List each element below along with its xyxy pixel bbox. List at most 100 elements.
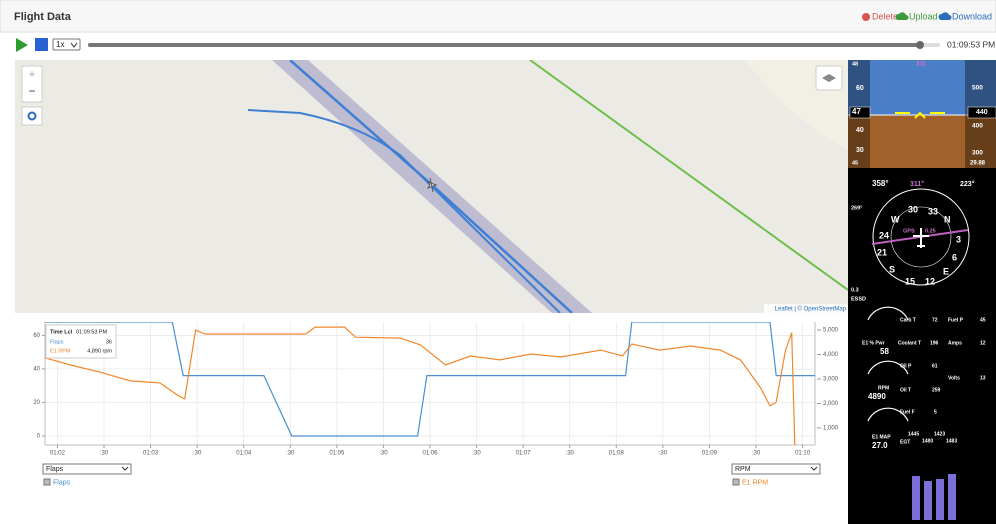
x-tick-label: :30 [379,451,388,457]
instrument-readout: E1 MAP [872,434,891,440]
playback-time: 01:09:53 PM [947,39,995,49]
instrument-readout: N [944,214,951,224]
x-tick-label: :30 [752,451,761,457]
instrument-readout: Oil P [900,363,912,369]
instrument-readout: 48 [852,61,858,67]
instrument-readout: 3 [956,234,961,244]
upload-button[interactable]: Upload [909,11,938,21]
instrument-readout: Fuel F [900,409,915,415]
instrument-readout: 4890 [868,392,886,401]
instrument-readout: GPS [903,228,915,234]
instrument-readout: 1480 [922,438,933,444]
instrument-readout: Oil T [900,387,911,393]
instrument-readout: W [891,214,900,224]
instrument-readout: 30 [908,204,918,214]
egt-bar [912,476,920,520]
tooltip-label: Time Lcl [50,329,73,335]
instrument-readout: 358° [872,179,889,188]
x-tick-label: :30 [566,451,575,457]
instrument-readout: 72 [932,317,938,323]
zoom-in[interactable]: + [28,67,35,81]
x-tick-label: :30 [286,451,295,457]
right-select-value: RPM [735,466,751,473]
y-tick-label: 20 [33,400,40,406]
y2-tick-label: 2,000 [823,401,839,407]
instrument-readout: 196 [930,340,939,346]
instrument-readout: 58 [880,347,889,356]
x-tick-label: :30 [193,451,202,457]
play-button[interactable] [16,38,28,52]
instrument-readout: 0.3 [851,287,859,293]
egt-bar [936,479,944,520]
instrument-readout: ESSD [851,296,866,302]
instrument-readout: E1 % Pwr [862,340,885,346]
stop-button[interactable] [35,38,48,51]
page: Flight Data Delete Upload Download 1x 01… [0,0,996,524]
instrument-readout: 45 [852,160,858,166]
y2-tick-label: 4,000 [823,352,839,358]
tooltip-time: 01:09:53 PM [76,329,108,335]
slider-knob[interactable] [916,41,924,49]
chart-panel [15,314,848,524]
instrument-readout: 500 [972,85,983,92]
x-tick-label: 01:06 [422,451,438,457]
instrument-readout: 6 [952,252,957,262]
y-tick-label: 40 [33,366,40,372]
instrument-readout: 24 [879,230,889,240]
zoom-out[interactable]: − [28,84,35,98]
x-tick-label: 01:02 [50,451,66,457]
x-tick-label: 01:07 [516,451,532,457]
tooltip-value: 4,890 rpm [87,348,112,354]
x-tick-label: 01:10 [795,451,811,457]
instrument-readout: 1483 [946,438,957,444]
series-checkbox[interactable] [733,479,739,485]
instrument-readout: Fuel P [948,317,964,323]
delete-button[interactable]: Delete [872,11,898,21]
instrument-readout: 1445 [908,431,919,437]
egt-bar [924,481,932,520]
map: + − Leaflet | © OpenStreetMap [15,60,848,313]
instrument-readout: 13 [980,375,986,381]
egt-bar [948,474,956,520]
instrument-readout: Coolant T [898,340,921,346]
instrument-readout: E [943,266,949,276]
instrument-panel: 48311605004744040400303004529.88358°311°… [848,60,996,524]
x-tick-label: :30 [659,451,668,457]
instrument-readout: 33 [928,206,938,216]
tooltip-series: Flaps [50,339,64,345]
instrument-readout: 223° [960,180,975,188]
instrument-readout: 27.0 [872,441,888,450]
left-select-value: Flaps [46,466,64,473]
instrument-readout: Carb T [900,317,916,323]
legend-entry: Flaps [53,479,71,486]
download-button[interactable]: Download [952,11,992,21]
y2-tick-label: 5,000 [823,328,839,334]
tooltip-series: E1 RPM [50,348,71,354]
flight-data-view: Flight Data Delete Upload Download 1x 01… [0,0,996,524]
y2-tick-label: 1,000 [823,425,839,431]
instrument-readout: 311 [916,62,926,68]
instrument-readout: 311° [910,180,924,188]
locate-button[interactable] [22,107,42,125]
instrument-readout: 40 [856,127,864,134]
y2-tick-label: 3,000 [823,377,839,383]
x-tick-label: 01:04 [236,451,252,457]
tooltip-value: 36 [106,339,112,345]
series-checkbox[interactable] [44,479,50,485]
instrument-readout: 61 [932,363,938,369]
instrument-readout: 5 [934,409,937,415]
x-tick-label: 01:05 [329,451,345,457]
speed-value: 1x [56,40,64,49]
instrument-readout: 30 [856,147,864,154]
map-attribution: Leaflet | © OpenStreetMap [775,306,847,313]
instrument-readout: 0.25 [925,228,936,234]
instrument-readout: 1423 [934,431,945,437]
instrument-readout: Amps [948,340,962,346]
header-bar [0,0,996,32]
x-tick-label: :30 [472,451,481,457]
instrument-readout: 29.88 [970,161,986,167]
page-title: Flight Data [14,11,72,23]
y-tick-label: 60 [33,333,40,339]
delete-icon [862,13,870,21]
x-tick-label: 01:08 [609,451,625,457]
